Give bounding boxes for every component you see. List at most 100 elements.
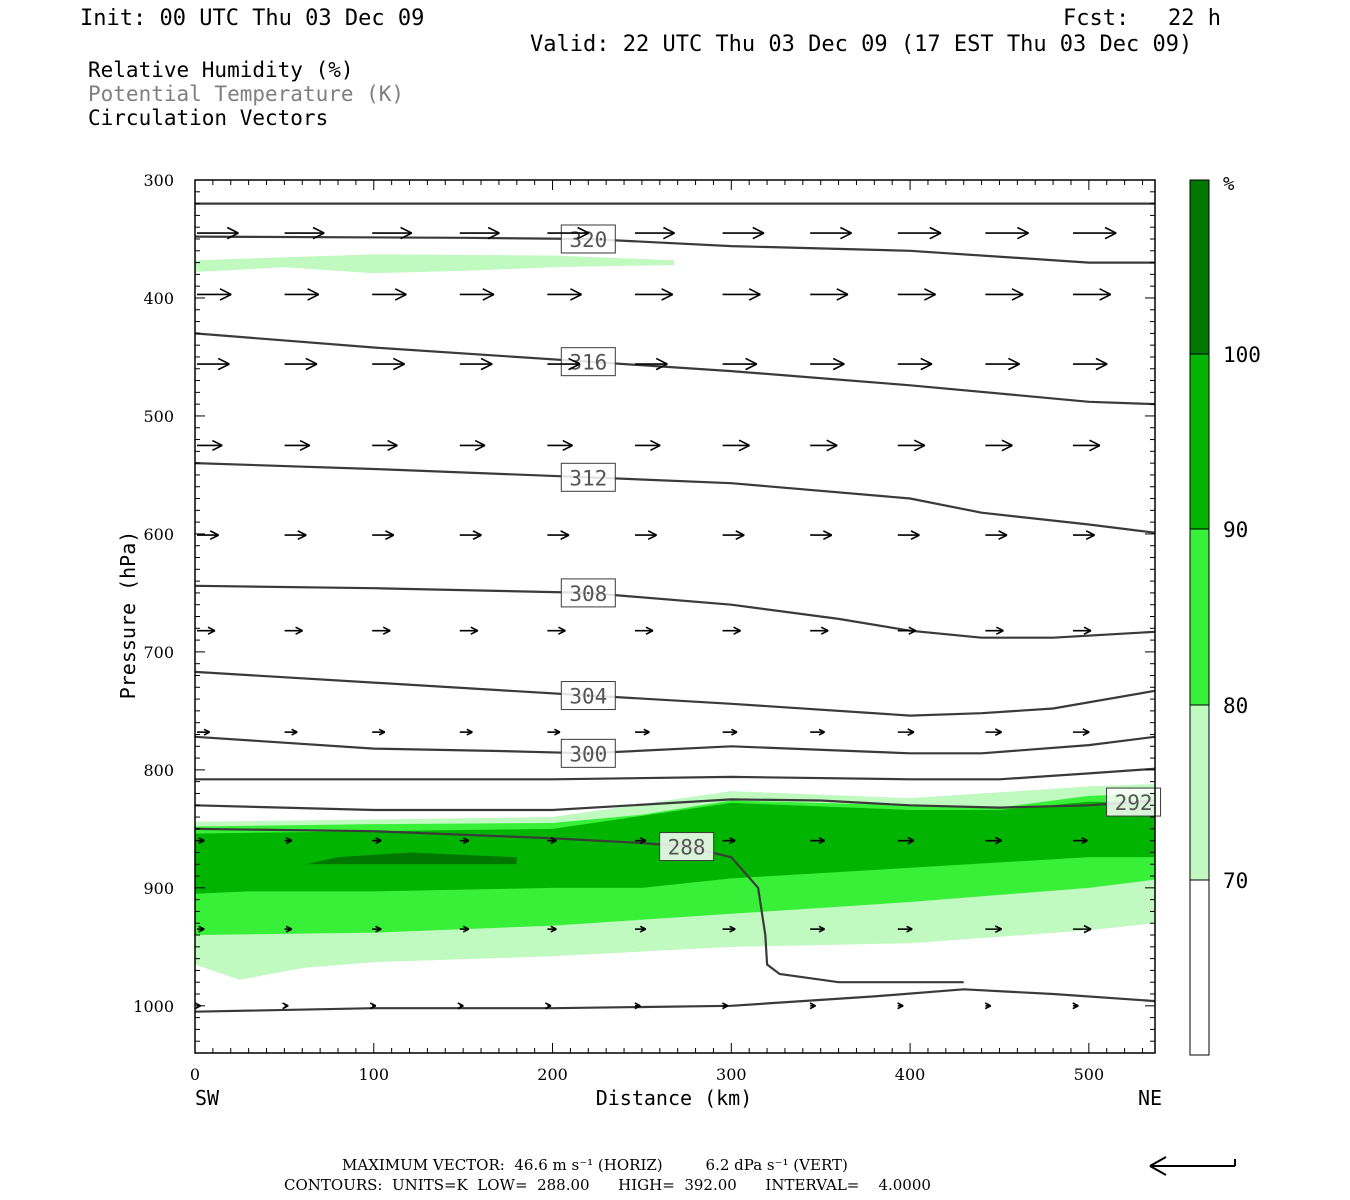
vector-arrow-r9-5 [634,1002,641,1010]
vector-arrow-r8-10 [1072,924,1092,934]
colorbar-segment-0 [1189,179,1210,355]
theta-contour-316-1 [194,332,1156,406]
valid-time: Valid: 22 UTC Thu 03 Dec 09 (17 EST Thu … [530,32,1193,57]
vector-arrow-r5-5 [634,626,654,635]
vector-arrow-r6-3 [459,728,473,736]
vector-arrow-r8-5 [634,925,647,933]
init-time: Init: 00 UTC Thu 03 Dec 09 [80,6,425,31]
vector-arrow-r7-4 [547,837,557,845]
vector-arrow-r6-5 [634,728,650,736]
vector-arrow-r0-3 [459,226,500,240]
colorbar-segment-4 [1189,879,1210,1056]
theta-label-312: 312 [569,466,607,490]
theta-label-308: 308 [569,582,607,606]
vector-arrow-r4-1 [284,530,307,541]
reference-vector [1149,1156,1236,1176]
vector-arrow-r2-7 [810,357,845,371]
vector-arrow-r3-9 [985,439,1013,452]
vector-arrow-r6-1 [284,728,298,736]
x-tick-300: 300 [716,1065,747,1084]
y-axis-label: Pressure (hPa) [116,531,140,700]
vector-arrow-r0-5 [634,226,675,240]
forecast-hour: 22 h [1168,6,1221,31]
vector-arrow-r5-10 [1072,626,1092,635]
vector-arrow-r6-6 [722,728,738,736]
vector-arrow-r6-7 [810,728,825,736]
vector-arrow-r2-3 [459,357,493,371]
theta-label-288: 288 [668,836,706,860]
vector-arrow-r9-2 [369,1002,377,1010]
vector-arrow-r6-10 [1072,728,1090,736]
vector-arrow-r4-0 [197,530,219,541]
vector-arrow-r4-10 [1072,530,1095,541]
vector-arrow-r5-1 [284,626,303,635]
x-tick-100: 100 [358,1065,389,1084]
y-tick-700: 700 [143,643,174,662]
colorbar-segment-2 [1189,528,1210,706]
forecast-label: Fcst: [1063,6,1130,31]
colorbar-segment-1 [1189,353,1210,530]
theta-label-box-304 [560,681,616,711]
vector-arrow-r7-9 [985,836,1002,845]
vector-layer [194,226,1117,1010]
vector-arrow-r3-10 [1072,439,1101,452]
y-tick-800: 800 [143,761,174,780]
vector-arrow-r4-8 [897,530,920,541]
vector-arrow-r0-4 [547,226,590,240]
colorbar-unit: % [1223,173,1235,195]
vector-arrow-r6-2 [372,728,386,736]
vector-arrow-r3-8 [897,439,926,452]
vector-arrow-r1-4 [547,288,582,301]
theta-label-300: 300 [569,742,607,766]
vector-arrow-r0-1 [284,226,325,240]
y-tick-400: 400 [143,289,174,308]
sw-label: SW [195,1086,220,1110]
vector-arrow-r6-9 [985,728,1002,736]
colorbar-segment-3 [1189,704,1210,881]
vector-arrow-r5-6 [722,626,741,635]
colorbar-level-90: 90 [1223,518,1248,542]
colorbar-level-80: 80 [1223,694,1248,718]
colorbar-level-70: 70 [1223,869,1248,893]
vector-arrow-r7-1 [284,837,293,845]
y-tick-900: 900 [143,879,174,898]
vector-arrow-r0-0 [197,226,239,240]
y-tick-500: 500 [143,407,174,426]
vector-arrow-r9-7 [809,1002,816,1010]
vector-arrow-r2-8 [897,357,933,371]
field-rh-label: Relative Humidity (%) [88,58,354,82]
vector-arrow-r7-10 [1072,837,1088,845]
vector-arrow-r9-3 [457,1002,464,1010]
y-tick-600: 600 [143,525,174,544]
theta-label-316: 316 [569,351,607,375]
vector-arrow-r5-9 [985,626,1004,635]
vector-arrow-r7-7 [810,837,825,845]
theta-label-304: 304 [569,685,607,709]
vector-arrow-r7-2 [372,837,382,845]
vector-arrow-r4-9 [985,530,1008,541]
theta-label-box-308 [560,578,616,608]
vector-arrow-r8-7 [810,925,825,933]
vector-arrow-r2-2 [372,357,405,371]
vector-arrow-r8-3 [459,925,470,933]
vector-arrow-r1-9 [985,288,1024,301]
vector-arrow-r8-6 [722,925,736,933]
theta-contour-304-4 [194,670,1156,717]
vector-arrow-r0-6 [722,226,765,240]
theta-label-box-312 [560,462,616,492]
vector-arrow-r3-4 [547,439,573,452]
x-axis-label: Distance (km) [596,1086,753,1110]
vector-arrow-r4-3 [459,530,482,541]
vector-arrow-r3-2 [372,439,398,452]
vector-arrow-r5-0 [197,626,216,635]
vector-arrow-r6-4 [547,728,561,736]
field-vector-label: Circulation Vectors [88,106,329,130]
vector-arrow-r7-6 [722,837,736,845]
vector-arrow-r8-8 [897,925,913,933]
y-tick-1000: 1000 [133,997,174,1016]
vector-arrow-r2-1 [284,357,318,371]
vector-arrow-r2-4 [547,357,581,371]
theta-contour-300-5 [194,735,1156,755]
theta-contour-292-7 [194,798,1156,812]
vector-arrow-r0-10 [1072,226,1117,240]
